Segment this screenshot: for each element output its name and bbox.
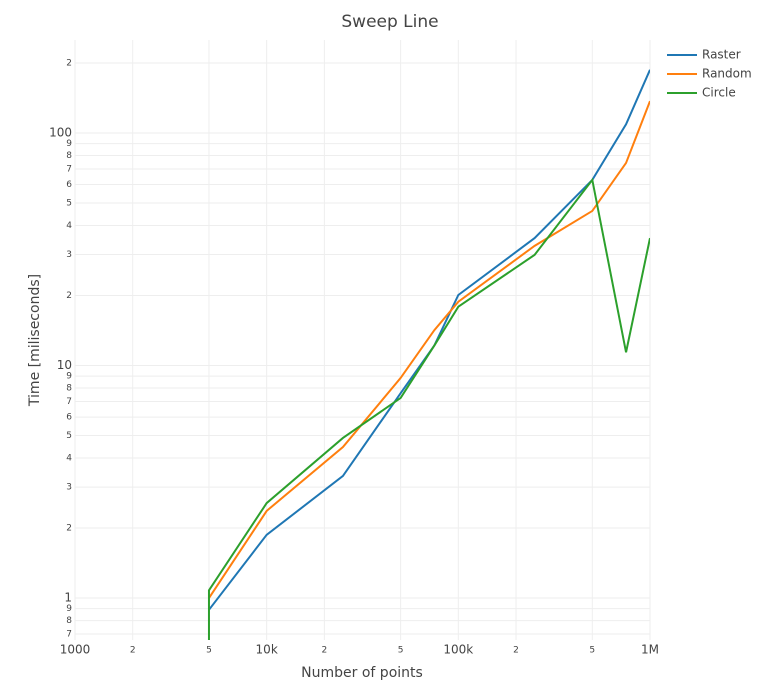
y-tick-label: 3 bbox=[66, 483, 72, 493]
series-line bbox=[208, 69, 650, 611]
y-tick-label: 4 bbox=[66, 221, 72, 231]
y-tick-label: 10 bbox=[57, 358, 72, 372]
x-tick-label: 5 bbox=[589, 646, 595, 656]
y-tick-label: 6 bbox=[66, 413, 72, 423]
y-tick-label: 8 bbox=[66, 616, 72, 626]
y-tick-label: 3 bbox=[66, 250, 72, 260]
y-tick-label: 8 bbox=[66, 384, 72, 394]
x-axis-title: Number of points bbox=[301, 665, 423, 681]
y-tick-label: 7 bbox=[66, 397, 72, 407]
x-tick-label: 5 bbox=[206, 646, 212, 656]
y-tick-label: 2 bbox=[66, 524, 72, 534]
y-tick-label: 5 bbox=[66, 431, 72, 441]
x-tick-label: 100k bbox=[443, 643, 473, 657]
y-tick-label: 9 bbox=[66, 372, 72, 382]
y-tick-label: 9 bbox=[66, 139, 72, 149]
y-tick-label: 1 bbox=[64, 591, 72, 605]
legend-label: Circle bbox=[702, 86, 736, 100]
y-tick-label: 7 bbox=[66, 164, 72, 174]
x-tick-label: 10k bbox=[256, 643, 278, 657]
legend-label: Random bbox=[702, 67, 752, 81]
x-tick-label: 5 bbox=[398, 646, 404, 656]
series-line bbox=[208, 100, 650, 599]
y-tick-label: 2 bbox=[66, 291, 72, 301]
y-tick-label: 2 bbox=[66, 58, 72, 68]
x-tick-label: 2 bbox=[513, 646, 519, 656]
series-line bbox=[207, 177, 650, 640]
x-tick-label: 1000 bbox=[60, 643, 91, 657]
x-tick-label: 2 bbox=[321, 646, 327, 656]
y-axis-title: Time [miliseconds] bbox=[27, 274, 43, 407]
y-tick-label: 6 bbox=[66, 180, 72, 190]
y-tick-label: 7 bbox=[66, 630, 72, 640]
x-tick-label: 2 bbox=[130, 646, 136, 656]
y-tick-label: 9 bbox=[66, 604, 72, 614]
chart-title: Sweep Line bbox=[341, 12, 438, 32]
y-tick-label: 8 bbox=[66, 151, 72, 161]
y-tick-label: 4 bbox=[66, 454, 72, 464]
x-tick-label: 1M bbox=[641, 643, 659, 657]
legend-label: Raster bbox=[702, 48, 741, 62]
y-tick-label: 5 bbox=[66, 198, 72, 208]
y-tick-label: 100 bbox=[49, 125, 72, 139]
